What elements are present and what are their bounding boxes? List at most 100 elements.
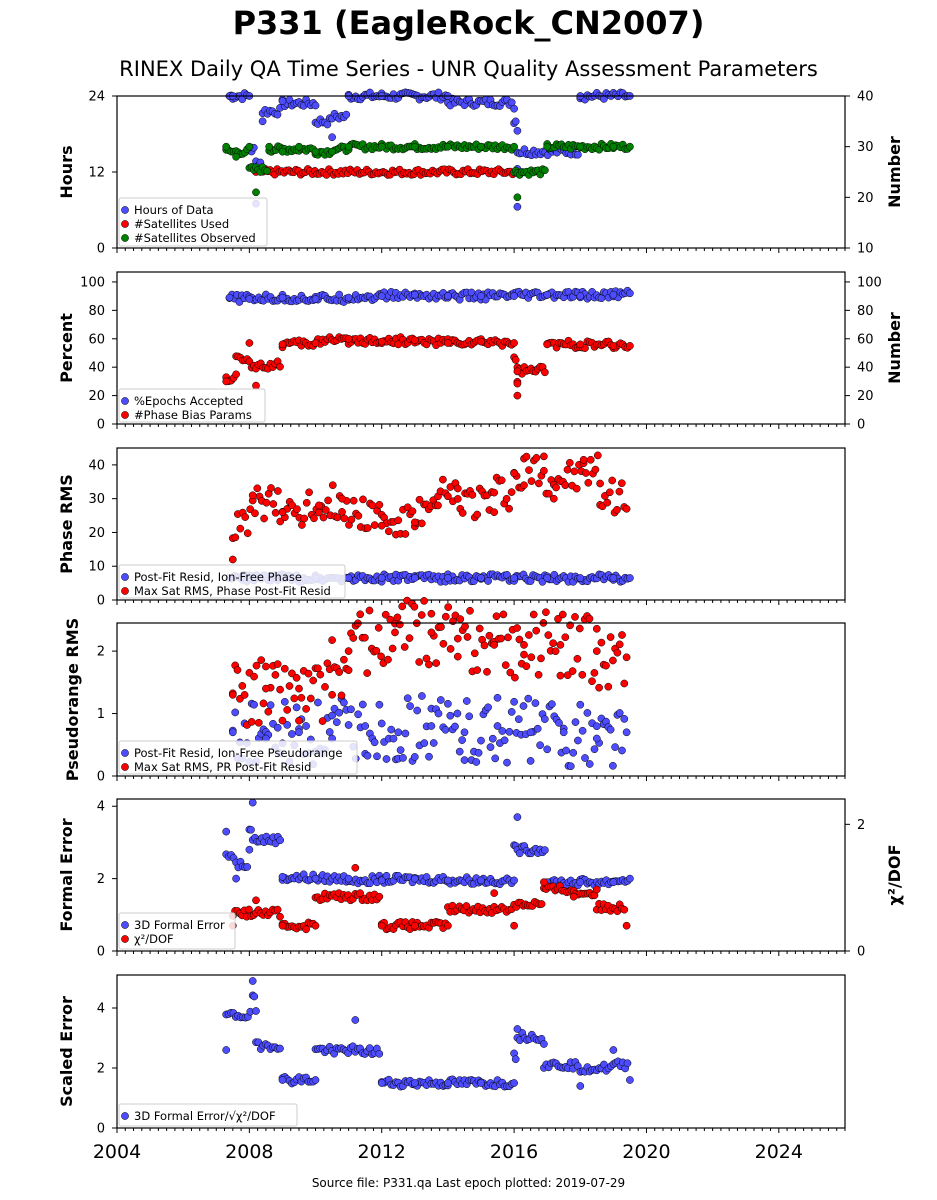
legend-marker [121,587,129,595]
data-point [295,684,303,693]
data-point [540,715,549,723]
data-point [434,501,442,510]
data-point [485,631,494,640]
data-point [377,652,385,661]
data-point [420,597,428,605]
data-point [377,292,386,300]
data-point [394,728,403,737]
y2-tick-label: 100 [857,275,882,290]
data-point [561,633,570,642]
data-point [503,758,511,767]
data-point [248,977,257,985]
data-point [606,633,615,641]
data-point [406,702,414,710]
data-point [332,718,341,727]
data-point [563,465,572,474]
data-point [626,1076,634,1084]
data-point [532,626,541,635]
data-point [525,631,533,639]
data-point [335,668,344,676]
data-point [393,613,402,622]
data-point [410,518,419,527]
data-point [258,117,267,126]
data-point [373,752,381,761]
y2-tick-label: 30 [857,140,874,155]
legend-box [118,388,266,423]
data-point [427,609,436,618]
data-point [436,696,445,704]
data-point [477,574,485,582]
legend-marker [121,921,129,929]
data-point [318,717,327,725]
y-axis-label: Pseudorange RMS [63,618,82,781]
data-point [513,193,522,202]
data-point [288,669,296,678]
data-point [278,97,287,105]
data-point [344,334,353,343]
data-point [314,698,322,707]
data-point [609,290,618,299]
data-point [510,697,518,706]
data-point [572,484,581,493]
data-point [576,700,585,709]
y-tick-label: 80 [88,304,105,319]
data-point [337,691,346,700]
data-point [453,709,462,718]
data-point [263,167,271,175]
y2-tick-label: 2 [857,818,865,833]
legend-label: #Satellites Observed [134,231,256,245]
data-point [618,631,626,639]
data-point [626,142,634,151]
series-2-points [228,863,631,934]
data-point [410,921,419,930]
data-point [456,615,465,623]
y-tick-label: 2 [97,1062,105,1077]
data-point [544,631,553,639]
data-point [477,736,485,745]
data-point [588,677,596,686]
data-point [497,634,505,643]
data-point [228,555,237,564]
data-point [387,725,396,734]
legend-label: Post-Fit Resid, Ion-Free Pseudorange [134,746,342,760]
y-axis-label: Formal Error [57,818,76,931]
data-point [511,117,520,126]
data-point [510,339,518,347]
data-point [280,664,289,673]
data-point [410,602,419,611]
data-point [273,660,282,668]
data-point [526,757,535,765]
data-point [527,477,536,485]
data-point [265,142,274,151]
data-point [477,337,485,346]
legend-label: Hours of Data [134,203,214,217]
data-point [280,697,289,706]
data-point [252,661,261,670]
y2-tick-label: 10 [857,242,874,257]
y2-tick-label: 40 [857,361,874,376]
legend-label: Max Sat RMS, Phase Post-Fit Resid [134,584,331,598]
series-1-points [225,570,634,586]
data-point [585,614,594,623]
data-point [344,666,353,675]
data-point [375,500,384,509]
series-1-points [222,798,634,890]
data-point [544,489,553,498]
data-point [427,722,436,730]
data-point [437,623,445,631]
data-point [534,670,543,679]
data-point [540,878,548,887]
data-point [222,1046,231,1054]
data-point [295,728,303,737]
data-point [561,481,570,490]
data-point [415,658,424,666]
data-point [273,723,282,732]
data-point [576,878,585,887]
data-point [532,454,541,462]
data-point [340,655,348,664]
data-point [328,636,336,644]
data-point [377,142,386,151]
data-point [245,845,254,854]
data-point [620,715,629,723]
data-point [232,874,240,883]
